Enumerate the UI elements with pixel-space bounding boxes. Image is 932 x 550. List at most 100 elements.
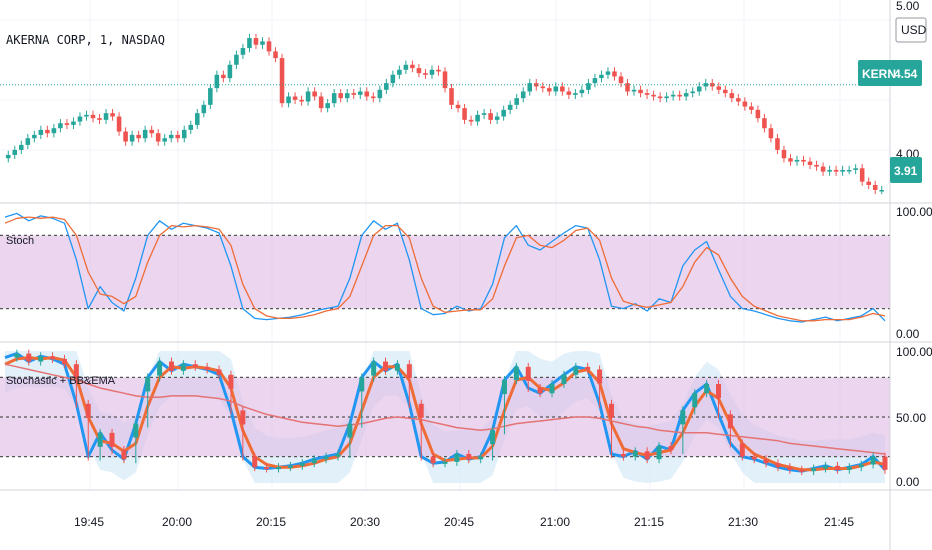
candle-body[interactable] [709,83,715,87]
candle-body[interactable] [377,89,383,99]
current-price-badge[interactable] [890,157,922,183]
candle-body[interactable] [468,119,474,122]
candle-body[interactable] [540,86,546,89]
candle-body[interactable] [696,86,702,92]
candle-body[interactable] [677,94,682,97]
candle-body[interactable] [644,93,650,95]
candle-body[interactable] [553,86,559,92]
price-axis[interactable]: 5.00 4.00 USD KERN 4.54 3.91 [858,0,927,183]
currency-badge[interactable] [895,17,927,43]
candle-body[interactable] [736,98,741,102]
candle-body[interactable] [429,69,435,75]
candle-body[interactable] [879,189,885,192]
candle-body[interactable] [331,93,337,104]
candle-body[interactable] [279,58,285,104]
candle-body[interactable] [299,99,304,102]
candle-body[interactable] [716,86,722,90]
candle-body[interactable] [5,154,11,159]
candle-body[interactable] [240,48,246,55]
candle-body[interactable] [455,104,461,109]
candle-body[interactable] [853,168,858,170]
candle-body[interactable] [638,89,643,94]
candle-body[interactable] [45,129,50,134]
candle-body[interactable] [846,169,852,172]
candle-body[interactable] [781,149,787,159]
candle-body[interactable] [872,184,878,190]
candle-body[interactable] [227,64,233,79]
candle-body[interactable] [201,104,207,114]
candle-body[interactable] [859,168,865,182]
candle-body[interactable] [64,123,70,125]
candle-body[interactable] [390,74,396,84]
candle-body[interactable] [462,108,467,120]
candle-body[interactable] [123,131,128,142]
candle-body[interactable] [253,38,259,45]
candle-body[interactable] [423,73,428,75]
candle-body[interactable] [520,91,526,99]
candle-body[interactable] [181,129,187,139]
candle-body[interactable] [840,169,845,172]
candle-body[interactable] [90,114,96,119]
stoch-axis[interactable]: 100.00 0.00 [896,205,932,341]
candle-body[interactable] [755,109,761,119]
candle-body[interactable] [149,129,154,134]
candle-body[interactable] [494,116,500,120]
stoch-lines[interactable] [4,212,886,323]
candle-body[interactable] [51,128,57,134]
candle-body[interactable] [305,91,311,102]
candle-body[interactable] [266,41,272,52]
candle-body[interactable] [768,128,774,139]
candle-body[interactable] [807,161,813,165]
candle-body[interactable] [436,69,441,72]
candle-body[interactable] [820,166,826,172]
candle-body[interactable] [410,64,415,69]
candle-body[interactable] [25,138,31,145]
candle-body[interactable] [573,93,578,95]
candle-body[interactable] [38,129,44,135]
candle-body[interactable] [690,91,695,94]
candle-body[interactable] [312,91,317,97]
candle-body[interactable] [742,101,748,107]
candle-body[interactable] [286,96,291,104]
candle-body[interactable] [84,114,89,117]
candle-body[interactable] [527,83,533,92]
candle-body[interactable] [664,96,669,99]
candle-body[interactable] [605,71,611,75]
candle-body[interactable] [208,88,213,105]
series-line-0[interactable] [4,212,886,323]
candle-body[interactable] [110,113,115,117]
candle-body[interactable] [723,89,728,94]
candle-body[interactable] [833,169,839,172]
candle-body[interactable] [325,103,330,109]
candle-body[interactable] [788,158,793,162]
candle-body[interactable] [592,78,598,84]
candle-body[interactable] [729,93,735,99]
candle-body[interactable] [631,89,637,92]
series-line-2[interactable] [4,363,886,455]
candle-body[interactable] [357,91,363,95]
candle-body[interactable] [129,134,135,142]
candle-body[interactable] [397,69,402,75]
candle-body[interactable] [12,149,18,155]
candle-body[interactable] [618,76,624,84]
candle-body[interactable] [384,83,389,90]
candle-body[interactable] [103,113,109,120]
candle-body[interactable] [195,113,200,125]
candle-body[interactable] [155,133,161,142]
candle-body[interactable] [533,83,539,87]
candle-body[interactable] [762,118,767,129]
last-price-badge[interactable] [858,60,922,86]
price-pane[interactable]: AKERNA CORP, 1, NASDAQ [0,33,890,195]
candle-body[interactable] [827,169,832,172]
candle-body[interactable] [814,164,819,167]
candle-body[interactable] [273,51,278,59]
candle-body[interactable] [58,123,63,129]
candle-body[interactable] [683,93,689,97]
candle-body[interactable] [566,91,572,95]
candle-body[interactable] [866,181,871,185]
candle-body[interactable] [514,98,519,105]
candle-body[interactable] [547,88,552,92]
candle-body[interactable] [19,144,24,150]
candle-body[interactable] [188,124,194,130]
